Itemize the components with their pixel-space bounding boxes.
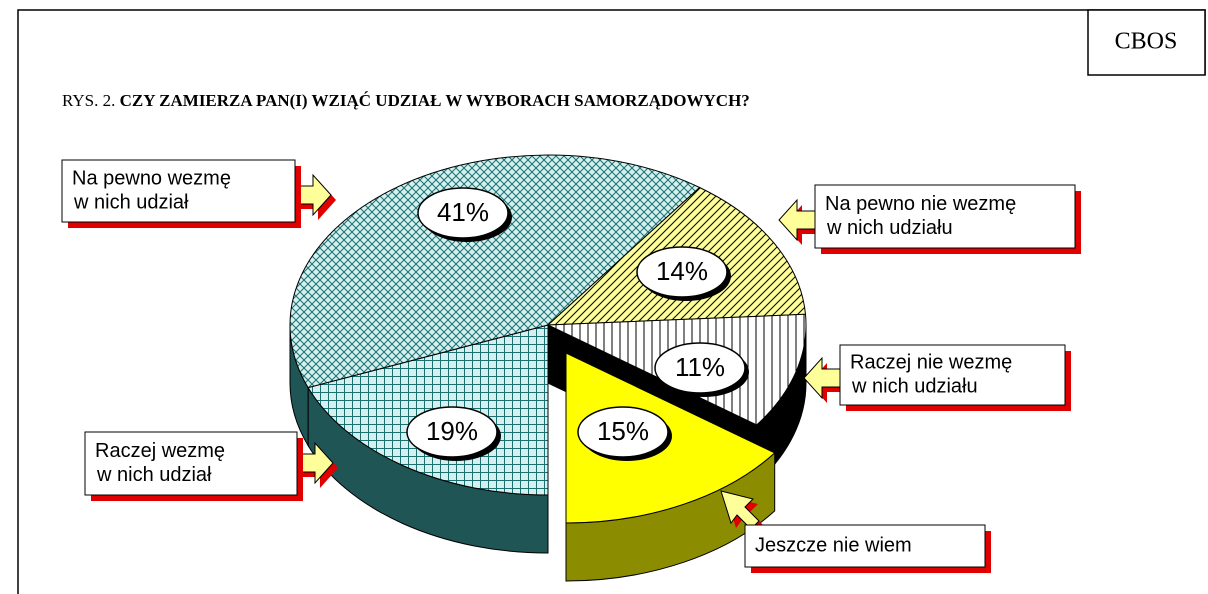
category-label: w nich udział xyxy=(73,191,189,213)
value-label: 19% xyxy=(426,416,478,446)
category-label: w nich udział xyxy=(96,464,212,486)
category-label: w nich udziału xyxy=(851,375,978,397)
callout-box xyxy=(839,344,1066,406)
category-label: Na pewno wezmę xyxy=(72,167,231,189)
slice xyxy=(289,154,701,389)
category-label: Na pewno nie wezmę xyxy=(825,193,1016,215)
callout-arrow xyxy=(720,490,760,530)
title-line: RYS. 2. CZY ZAMIERZA PAN(I) WZIĄĆ UDZIAŁ… xyxy=(62,91,750,110)
callout-arrow xyxy=(778,198,816,242)
category-label: Jeszcze nie wiem xyxy=(755,534,912,556)
source: CBOS xyxy=(1115,29,1178,55)
callout-box xyxy=(814,184,1076,249)
source-box xyxy=(1087,9,1206,76)
value-label-bg xyxy=(577,406,669,458)
callout-arrow xyxy=(803,356,841,400)
value-label: 41% xyxy=(437,197,489,227)
value-label: 15% xyxy=(597,416,649,446)
figure-label: RYS. 2. xyxy=(62,91,115,110)
chart-title: CZY ZAMIERZA PAN(I) WZIĄĆ UDZIAŁ W WYBOR… xyxy=(120,91,750,110)
value-label-bg xyxy=(654,342,746,394)
value-label-bg xyxy=(406,406,498,458)
callout-box xyxy=(744,524,986,568)
category-label: Raczej nie wezmę xyxy=(850,351,1012,373)
category-label: w nich udziału xyxy=(826,217,953,239)
category-label: Raczej wezmę xyxy=(95,440,225,462)
value-label: 14% xyxy=(656,256,708,286)
callout-box xyxy=(84,431,298,496)
callout-box xyxy=(61,159,296,223)
value-label-bg xyxy=(636,246,728,298)
value-label: 11% xyxy=(675,352,725,382)
value-label-bg xyxy=(417,187,509,239)
